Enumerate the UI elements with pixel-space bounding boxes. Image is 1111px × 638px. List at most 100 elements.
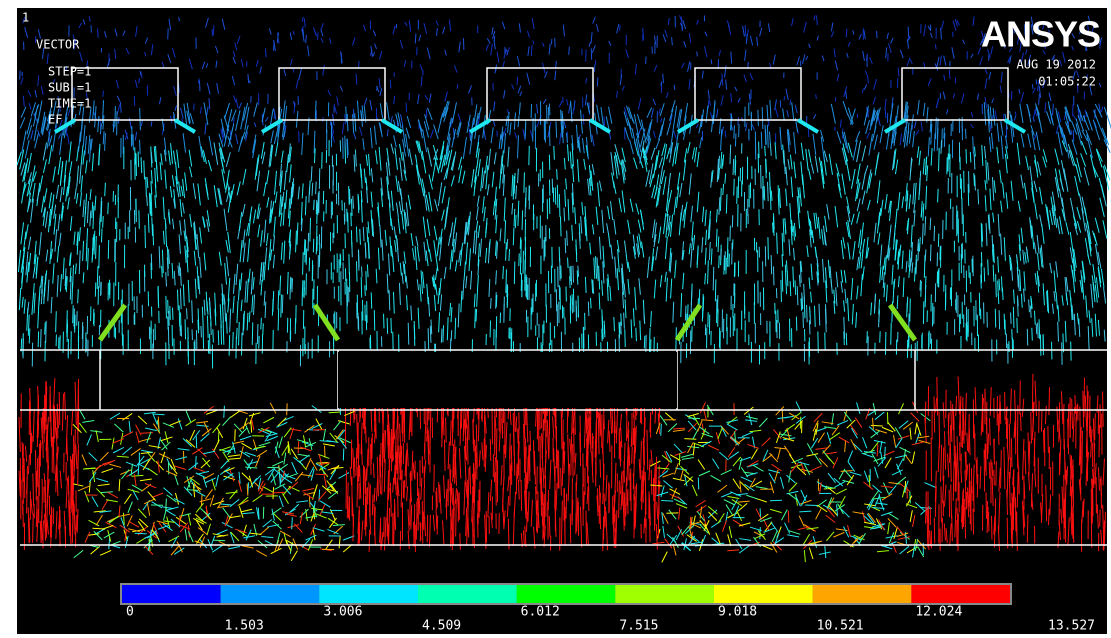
vector-arrow [879,266,882,283]
vector-arrow [45,320,47,343]
vector-arrow [648,459,651,481]
vector-arrow [44,504,47,532]
vector-arrow [199,256,202,278]
vector-arrow [419,284,422,302]
vector-arrow [587,429,590,458]
vector-arrow [403,480,406,499]
vector-arrow [681,525,690,536]
vector-arrow [764,129,767,145]
vector-arrow [444,49,447,56]
vector-arrow [723,499,735,506]
vector-arrow [92,100,95,120]
vector-arrow [901,485,906,498]
vector-arrow [173,85,177,96]
vector-arrow [866,132,871,139]
vector-arrow [82,125,86,147]
vector-arrow [217,505,230,509]
vector-arrow [516,461,520,478]
vector-arrow [903,448,907,461]
vector-arrow [516,76,519,86]
vector-arrow [1051,191,1057,211]
vector-arrow [803,533,811,545]
vector-arrow [315,513,327,519]
vector-arrow [259,66,262,74]
vector-arrow [813,212,817,230]
vector-arrow [592,16,596,24]
vector-arrow [836,73,840,82]
vector-arrow [464,222,468,245]
vector-arrow [789,281,792,297]
vector-arrow [429,401,432,444]
vector-arrow [158,246,161,269]
vector-arrow [909,59,913,65]
vector-arrow [331,466,344,470]
vector-arrow [1087,325,1090,350]
vector-arrow [653,130,656,139]
vector-arrow [165,509,176,517]
vector-arrow [887,518,897,528]
vector-arrow [818,458,829,468]
vector-arrow [1018,466,1020,495]
vector-arrow [503,510,506,527]
vector-arrow [37,129,41,137]
vector-arrow [866,175,871,194]
vector-arrow [252,209,257,224]
vector-arrow [689,522,702,529]
vector-arrow [374,150,378,165]
vector-arrow [738,457,743,470]
vector-arrow [286,154,289,173]
vector-arrow [174,465,187,470]
vector-arrow [623,492,626,526]
vector-arrow [710,112,714,121]
vector-arrow [1010,263,1014,281]
vector-arrow [830,279,833,294]
vector-arrow [593,257,596,279]
vector-arrow [643,517,646,534]
vector-arrow [138,463,150,471]
vector-arrow [414,33,417,44]
vector-arrow [1008,47,1013,53]
vector-arrow [442,520,445,545]
vector-arrow [590,32,593,44]
vector-arrow [826,531,835,542]
vector-arrow [242,229,246,248]
vector-arrow [1076,220,1082,233]
vector-arrow [522,530,525,545]
vector-arrow [507,518,510,550]
vector-arrow [201,61,206,70]
vector-arrow [989,387,992,416]
vector-arrow [769,452,779,463]
vector-arrow [861,172,866,190]
vector-arrow [868,172,873,189]
vector-arrow [128,420,131,433]
vector-arrow [613,155,618,179]
vector-arrow [635,327,637,342]
vector-arrow [687,442,694,454]
vector-arrow [883,282,886,298]
vector-arrow [377,247,380,270]
vector-arrow [223,298,227,322]
vector-arrow [27,314,30,336]
vector-arrow [473,175,477,197]
vector-arrow [79,51,83,62]
vector-arrow [943,55,947,66]
vector-arrow [637,219,642,233]
vector-arrow [342,535,355,541]
vector-arrow [228,457,241,460]
vector-arrow [542,98,547,105]
vector-arrow [761,544,773,551]
vector-arrow [275,142,279,157]
vector-arrow [799,187,802,207]
vector-arrow [227,277,231,302]
vector-arrow [856,198,861,212]
vector-arrow [867,199,871,211]
vector-arrow [493,152,497,165]
vector-arrow [607,206,611,220]
vector-arrow [76,165,79,188]
vector-arrow [420,181,425,197]
vector-arrow [449,222,454,238]
vector-arrow [185,418,196,427]
vector-arrow [44,211,49,228]
vector-arrow [41,116,47,135]
vector-arrow [613,219,617,235]
